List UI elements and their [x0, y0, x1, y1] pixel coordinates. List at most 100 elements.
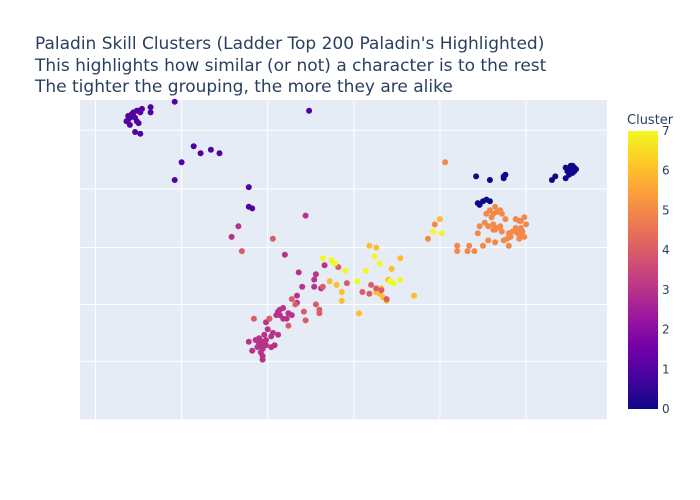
data-point-119: [411, 292, 418, 299]
data-point-144: [264, 326, 271, 333]
data-point-99: [500, 237, 507, 244]
data-point-15: [132, 129, 139, 135]
grid-lines: [80, 100, 613, 421]
data-point-177: [359, 289, 366, 295]
colorbar-tick-5: 5: [662, 203, 670, 217]
data-point-161: [275, 331, 282, 338]
data-point-115: [326, 278, 333, 285]
data-point-131: [294, 292, 300, 299]
data-point-101: [424, 235, 431, 242]
data-point-21: [190, 143, 197, 150]
data-point-89: [517, 217, 524, 224]
chart-title-line-1: Paladin Skill Clusters (Ladder Top 200 P…: [35, 34, 545, 54]
data-point-79: [517, 225, 524, 231]
data-point-64: [485, 223, 492, 230]
data-point-104: [366, 242, 373, 249]
data-point-29: [249, 205, 256, 212]
data-point-25: [216, 150, 223, 157]
data-point-90: [431, 221, 438, 228]
data-point-155: [259, 356, 266, 363]
data-point-120: [302, 212, 309, 219]
data-point-182: [383, 296, 390, 303]
data-point-62: [483, 210, 490, 217]
colorbar-tick-0: 0: [662, 402, 670, 416]
data-point-33: [486, 198, 493, 205]
data-point-164: [257, 349, 264, 356]
data-point-12: [135, 120, 142, 127]
data-point-196: [430, 228, 437, 235]
data-point-194: [354, 278, 361, 285]
data-point-95: [471, 248, 478, 255]
data-point-53: [569, 162, 576, 169]
data-point-191: [371, 253, 378, 260]
data-point-57: [492, 203, 499, 210]
data-point-102: [442, 159, 449, 166]
data-point-127: [311, 276, 318, 283]
data-point-174: [319, 283, 326, 290]
data-point-19: [147, 104, 154, 111]
colorbar-ticks: 0 1 2 3 4 5 6 7: [662, 124, 670, 416]
data-point-16: [137, 130, 144, 137]
data-point-35: [473, 173, 480, 180]
data-point-185: [316, 310, 323, 317]
data-point-78: [521, 233, 528, 240]
colorbar: Cluster 0 1 2 3 4 5 6 7: [627, 113, 674, 416]
data-point-77: [516, 235, 523, 242]
data-point-122: [228, 233, 235, 240]
data-point-106: [388, 265, 395, 272]
data-point-100: [505, 242, 512, 249]
data-point-176: [250, 315, 257, 322]
data-point-125: [321, 262, 328, 269]
data-point-81: [523, 221, 530, 228]
data-point-175: [285, 322, 292, 329]
data-point-159: [249, 347, 256, 354]
colorbar-title: Cluster: [627, 113, 674, 128]
data-point-54: [502, 216, 509, 223]
colorbar-tick-2: 2: [662, 323, 670, 337]
data-point-167: [266, 315, 273, 322]
data-point-166: [269, 235, 276, 242]
data-point-139: [283, 315, 290, 322]
data-point-97: [485, 237, 492, 244]
data-point-179: [373, 285, 380, 292]
data-point-68: [474, 230, 481, 237]
data-point-114: [356, 310, 362, 317]
data-point-193: [390, 280, 397, 287]
data-point-10: [139, 105, 145, 112]
colorbar-tick-6: 6: [662, 164, 670, 178]
data-point-22: [197, 150, 204, 157]
data-point-173: [312, 301, 319, 308]
data-point-169: [292, 301, 299, 308]
data-point-24: [207, 146, 214, 153]
data-point-140: [273, 312, 280, 319]
data-point-181: [366, 290, 373, 297]
data-point-186: [319, 255, 326, 262]
data-point-20: [306, 107, 313, 114]
data-point-165: [238, 248, 245, 255]
data-point-158: [271, 342, 278, 349]
data-point-39: [502, 171, 509, 178]
chart-subtitle-line-3: The tighter the grouping, the more they …: [35, 77, 453, 97]
data-point-96: [480, 242, 486, 249]
data-point-168: [288, 296, 295, 303]
data-point-73: [512, 225, 519, 231]
data-point-67: [476, 223, 483, 230]
data-point-83: [512, 216, 519, 223]
data-point-27: [245, 184, 252, 191]
chart-subtitle-line-2: This highlights how similar (or not) a c…: [35, 55, 547, 76]
data-point-41: [552, 173, 559, 180]
data-point-107: [397, 255, 404, 262]
data-point-197: [438, 230, 445, 237]
data-point-178: [368, 281, 375, 288]
data-point-14: [126, 121, 133, 128]
data-point-146: [261, 331, 268, 338]
data-point-121: [235, 223, 242, 230]
data-point-198: [328, 257, 335, 263]
data-point-128: [311, 283, 318, 290]
data-point-69: [498, 228, 505, 235]
colorbar-gradient: [628, 131, 658, 409]
data-point-18: [147, 109, 154, 116]
data-point-88: [490, 226, 497, 233]
data-point-116: [333, 281, 340, 288]
